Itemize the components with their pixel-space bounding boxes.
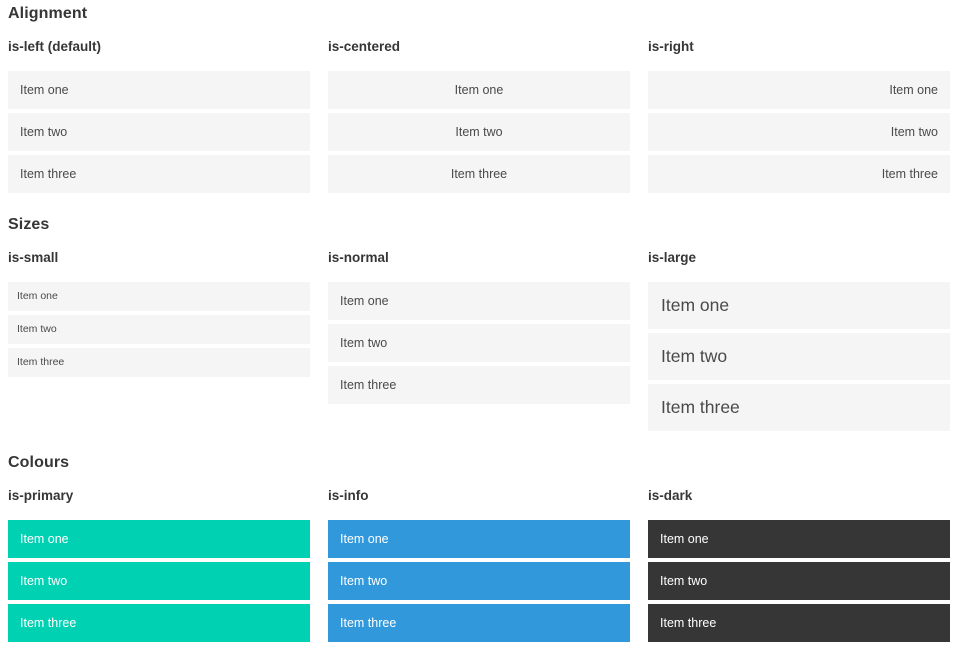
list-is-large: Item one Item two Item three [648, 282, 950, 431]
list-item[interactable]: Item three [8, 155, 310, 193]
group-label-is-large: is-large [648, 250, 697, 265]
list-item[interactable]: Item two [8, 315, 310, 344]
list-item[interactable]: Item two [648, 333, 950, 380]
list-is-primary: Item one Item two Item three [8, 520, 310, 642]
list-is-right: Item one Item two Item three [648, 71, 950, 193]
group-is-right: is-right Item one Item two Item three [648, 24, 950, 193]
sizes-grid: is-small Item one Item two Item three is… [8, 235, 950, 431]
group-label-is-right: is-right [648, 39, 694, 54]
list-is-centered: Item one Item two Item three [328, 71, 630, 193]
group-is-normal: is-normal Item one Item two Item three [328, 235, 630, 404]
group-label-is-left: is-left (default) [8, 39, 101, 54]
list-item[interactable]: Item two [648, 113, 950, 151]
list-item[interactable]: Item three [648, 604, 950, 642]
list-item[interactable]: Item two [328, 113, 630, 151]
list-item[interactable]: Item two [8, 113, 310, 151]
list-item[interactable]: Item one [648, 520, 950, 558]
list-item[interactable]: Item one [8, 282, 310, 311]
group-is-primary: is-primary Item one Item two Item three [8, 473, 310, 642]
group-is-centered: is-centered Item one Item two Item three [328, 24, 630, 193]
list-item[interactable]: Item three [648, 384, 950, 431]
list-item[interactable]: Item three [8, 348, 310, 377]
list-item[interactable]: Item one [8, 71, 310, 109]
list-item[interactable]: Item one [328, 282, 630, 320]
group-label-is-dark: is-dark [648, 488, 693, 503]
list-item[interactable]: Item two [8, 562, 310, 600]
list-item[interactable]: Item two [328, 324, 630, 362]
group-label-is-small: is-small [8, 250, 59, 265]
list-item[interactable]: Item one [328, 71, 630, 109]
colours-grid: is-primary Item one Item two Item three … [8, 473, 950, 642]
group-is-info: is-info Item one Item two Item three [328, 473, 630, 642]
group-is-small: is-small Item one Item two Item three [8, 235, 310, 377]
list-item[interactable]: Item one [328, 520, 630, 558]
list-item[interactable]: Item one [648, 282, 950, 329]
list-item[interactable]: Item three [328, 366, 630, 404]
alignment-grid: is-left (default) Item one Item two Item… [8, 24, 950, 193]
section-title-colours: Colours [8, 454, 70, 471]
list-item[interactable]: Item three [328, 155, 630, 193]
list-item[interactable]: Item two [648, 562, 950, 600]
section-title-sizes: Sizes [8, 216, 50, 233]
list-is-small: Item one Item two Item three [8, 282, 310, 377]
list-item[interactable]: Item one [8, 520, 310, 558]
group-is-left: is-left (default) Item one Item two Item… [8, 24, 310, 193]
list-item[interactable]: Item three [8, 604, 310, 642]
group-label-is-centered: is-centered [328, 39, 401, 54]
list-item[interactable]: Item one [648, 71, 950, 109]
section-title-alignment: Alignment [8, 5, 88, 22]
list-is-left: Item one Item two Item three [8, 71, 310, 193]
list-item[interactable]: Item three [328, 604, 630, 642]
list-is-dark: Item one Item two Item three [648, 520, 950, 642]
list-item[interactable]: Item two [328, 562, 630, 600]
section-sizes: Sizes is-small Item one Item two Item th… [8, 215, 950, 431]
list-item[interactable]: Item three [648, 155, 950, 193]
list-is-info: Item one Item two Item three [328, 520, 630, 642]
group-label-is-info: is-info [328, 488, 369, 503]
group-label-is-primary: is-primary [8, 488, 74, 503]
group-is-dark: is-dark Item one Item two Item three [648, 473, 950, 642]
section-alignment: Alignment is-left (default) Item one Ite… [8, 4, 950, 193]
list-is-normal: Item one Item two Item three [328, 282, 630, 404]
group-label-is-normal: is-normal [328, 250, 389, 265]
section-colours: Colours is-primary Item one Item two Ite… [8, 453, 950, 642]
group-is-large: is-large Item one Item two Item three [648, 235, 950, 431]
